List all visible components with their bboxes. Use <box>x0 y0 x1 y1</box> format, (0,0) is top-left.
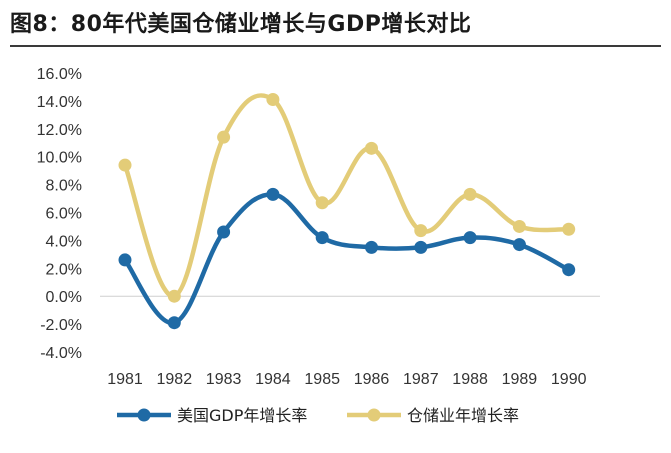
y-tick-label: -4.0% <box>40 345 82 362</box>
data-point <box>562 222 576 236</box>
y-tick-label: 14.0% <box>37 94 82 111</box>
chart-title: 图8：80年代美国仓储业增长与GDP增长对比 <box>10 12 472 37</box>
y-tick-label: 0.0% <box>46 289 82 306</box>
data-point <box>217 225 231 239</box>
data-point <box>414 240 428 254</box>
title-divider <box>10 45 661 47</box>
data-point <box>266 93 280 107</box>
x-tick-label: 1988 <box>452 371 488 388</box>
legend-marker <box>367 408 381 422</box>
data-point <box>512 238 526 252</box>
y-tick-label: 16.0% <box>37 66 82 83</box>
y-tick-label: -2.0% <box>40 317 82 334</box>
legend-label: 仓储业年增长率 <box>407 406 519 425</box>
data-point <box>266 187 280 201</box>
y-tick-label: 10.0% <box>37 150 82 167</box>
data-point <box>512 219 526 233</box>
x-tick-label: 1990 <box>551 371 587 388</box>
data-point <box>118 253 132 267</box>
x-tick-label: 1985 <box>304 371 340 388</box>
y-tick-label: 2.0% <box>46 261 82 278</box>
x-tick-label: 1983 <box>206 371 242 388</box>
x-tick-label: 1987 <box>403 371 439 388</box>
x-tick-label: 1984 <box>255 371 291 388</box>
data-point <box>315 196 329 210</box>
y-tick-label: 6.0% <box>46 206 82 223</box>
series-line <box>122 93 571 299</box>
x-tick-label: 1981 <box>107 371 143 388</box>
x-tick-label: 1986 <box>354 371 390 388</box>
data-point <box>167 316 181 330</box>
data-point <box>562 263 576 277</box>
data-point <box>463 231 477 245</box>
data-point <box>365 141 378 155</box>
legend-marker <box>137 408 151 422</box>
legend-label: 美国GDP年增长率 <box>177 406 307 425</box>
x-tick-label: 1989 <box>502 371 538 388</box>
data-point <box>315 231 329 245</box>
data-point <box>365 240 378 254</box>
y-tick-label: 8.0% <box>46 178 82 195</box>
y-tick-label: 4.0% <box>46 233 82 250</box>
data-point <box>118 158 132 172</box>
data-point <box>463 187 477 201</box>
data-point <box>414 224 428 238</box>
data-point <box>167 289 181 303</box>
x-tick-label: 1982 <box>157 371 193 388</box>
y-tick-label: 12.0% <box>37 122 82 139</box>
data-point <box>217 130 231 144</box>
